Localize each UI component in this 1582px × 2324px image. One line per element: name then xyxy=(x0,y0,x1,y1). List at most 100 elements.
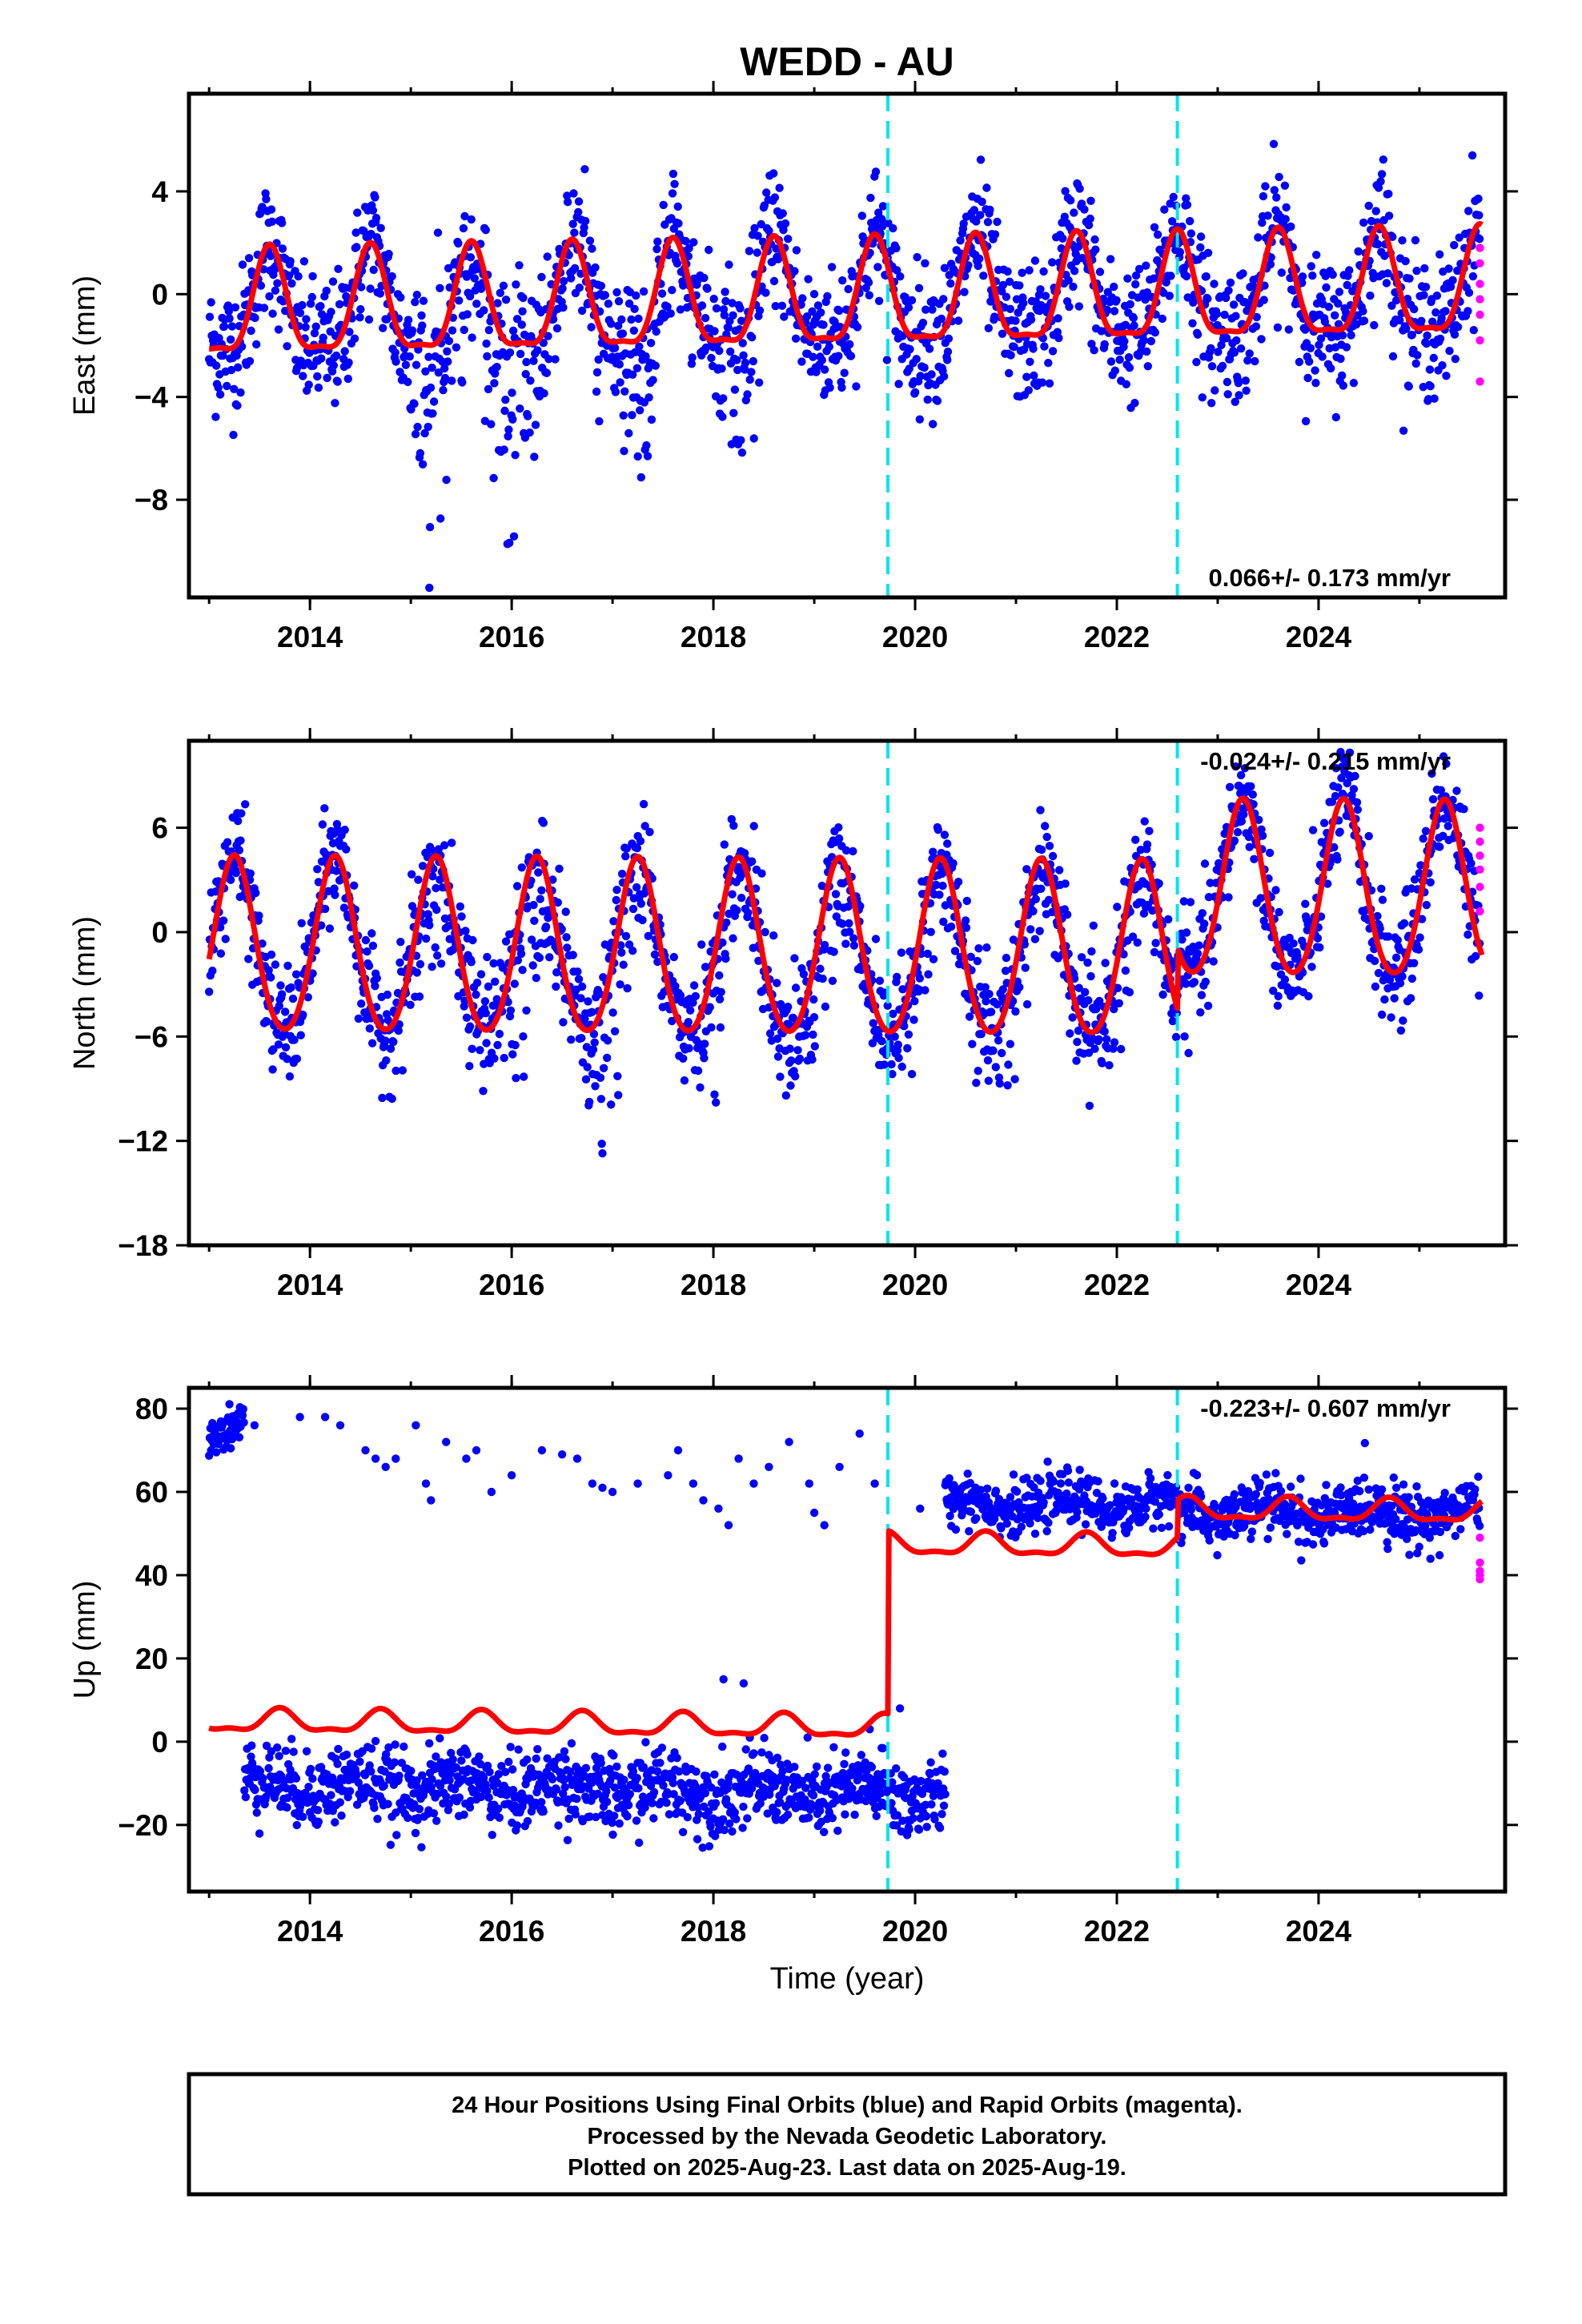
data-point xyxy=(314,878,323,887)
data-point xyxy=(274,325,283,334)
data-point xyxy=(323,373,331,383)
data-point xyxy=(852,382,861,391)
data-point xyxy=(1041,822,1050,830)
data-point xyxy=(417,311,426,320)
data-point xyxy=(865,291,874,300)
data-point xyxy=(1165,292,1174,300)
data-point xyxy=(384,249,393,259)
data-point xyxy=(750,223,759,233)
data-point xyxy=(959,219,968,228)
data-point xyxy=(1061,187,1070,195)
data-point xyxy=(1307,262,1315,271)
data-point xyxy=(995,1079,1004,1088)
data-point xyxy=(299,1812,307,1821)
x-tick-label: 2020 xyxy=(882,1269,948,1301)
data-point xyxy=(292,1820,301,1830)
data-point xyxy=(219,916,228,925)
data-point xyxy=(252,340,261,349)
data-point xyxy=(1371,982,1380,991)
data-point xyxy=(1383,269,1392,278)
data-point xyxy=(845,927,854,936)
data-point xyxy=(596,281,606,291)
data-point xyxy=(1075,184,1084,193)
data-point xyxy=(350,881,359,891)
data-point xyxy=(1081,987,1090,997)
data-point xyxy=(1378,895,1387,904)
data-point xyxy=(1080,205,1089,214)
x-tick-label: 2016 xyxy=(479,1269,544,1301)
data-point xyxy=(641,1738,650,1747)
data-point xyxy=(1311,379,1320,388)
data-point xyxy=(588,1007,596,1017)
data-point xyxy=(1002,954,1011,963)
x-tick-label: 2020 xyxy=(882,621,948,653)
x-tick-label: 2014 xyxy=(277,621,343,653)
data-point xyxy=(730,385,740,394)
data-point xyxy=(962,896,972,906)
data-point xyxy=(291,1774,301,1783)
data-point xyxy=(433,951,442,960)
data-point xyxy=(1142,840,1152,849)
data-point xyxy=(1198,909,1207,918)
data-point xyxy=(1077,953,1086,962)
y-tick-label: −8 xyxy=(135,484,168,517)
data-point xyxy=(793,1046,802,1055)
data-point xyxy=(1236,344,1246,353)
data-point xyxy=(736,304,745,313)
data-point xyxy=(1112,296,1121,305)
data-point xyxy=(259,304,269,312)
model-fit-line xyxy=(207,221,1484,352)
data-point xyxy=(837,383,846,392)
data-point xyxy=(531,420,540,429)
data-point xyxy=(1154,879,1163,888)
data-point xyxy=(834,352,843,360)
data-point xyxy=(790,1763,799,1771)
data-point xyxy=(334,264,343,273)
data-point xyxy=(970,206,979,215)
data-point xyxy=(915,974,925,983)
data-point xyxy=(998,329,1007,338)
data-point xyxy=(1036,806,1045,814)
data-point xyxy=(1315,943,1324,952)
data-point xyxy=(215,390,225,399)
data-point xyxy=(628,411,636,420)
data-point xyxy=(590,1038,599,1047)
data-point xyxy=(483,352,492,361)
data-point xyxy=(697,940,706,949)
data-point xyxy=(986,205,994,215)
data-point xyxy=(265,292,274,301)
data-point xyxy=(1150,947,1159,957)
data-point xyxy=(624,428,633,438)
data-point xyxy=(616,941,625,950)
data-point xyxy=(892,243,901,253)
data-point xyxy=(573,967,582,976)
data-point xyxy=(1150,328,1160,337)
data-point xyxy=(1105,1061,1114,1070)
data-point xyxy=(1106,357,1116,366)
data-point xyxy=(534,868,543,877)
data-point xyxy=(829,947,838,956)
data-point xyxy=(428,872,437,881)
data-point xyxy=(715,971,724,980)
data-point xyxy=(581,216,590,226)
data-point xyxy=(1203,1001,1213,1011)
data-point xyxy=(318,820,327,829)
data-point xyxy=(929,847,938,856)
data-point xyxy=(786,1081,795,1090)
data-point xyxy=(1245,842,1254,851)
data-point xyxy=(1061,879,1070,888)
data-point xyxy=(591,1082,600,1091)
data-point xyxy=(1289,939,1298,948)
y-axis-label: East (mm) xyxy=(68,275,102,416)
data-point xyxy=(873,263,882,271)
data-point xyxy=(599,1063,608,1073)
data-point xyxy=(584,997,592,1006)
data-point xyxy=(224,307,233,316)
data-point xyxy=(278,244,287,253)
data-point xyxy=(603,1036,612,1045)
data-point xyxy=(364,961,374,971)
data-point xyxy=(455,296,464,305)
data-point xyxy=(1270,186,1279,195)
data-point xyxy=(609,1751,618,1760)
data-point xyxy=(820,365,829,374)
